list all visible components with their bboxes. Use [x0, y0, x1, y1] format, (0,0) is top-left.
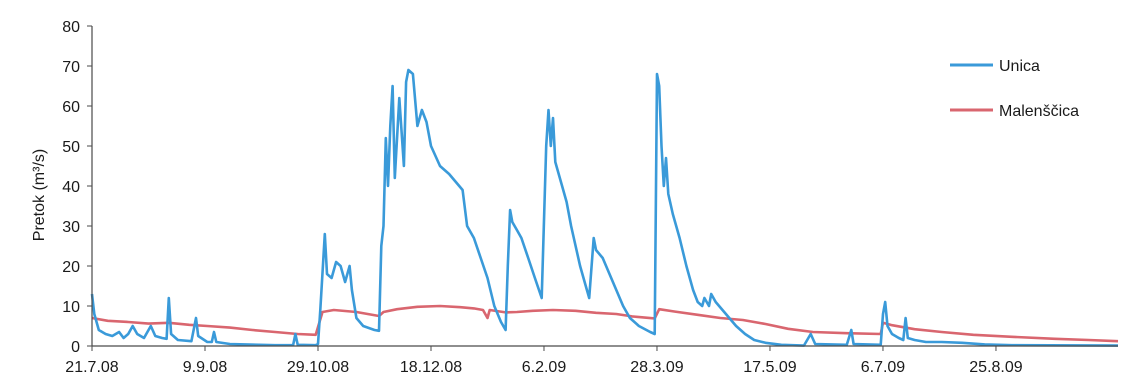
series-lines — [90, 68, 1119, 347]
legend-label-unica: Unica — [999, 58, 1040, 75]
legend-label-malenscica: Malenščica — [999, 103, 1079, 120]
y-tick-label: 40 — [62, 179, 80, 196]
y-tick-label: 60 — [62, 99, 80, 116]
x-axis: 21.7.08 9.9.08 29.10.08 18.12.08 6.2.09 28.3.… — [65, 346, 1023, 376]
x-tick-label: 6.2.09 — [522, 359, 567, 376]
y-tick-label: 80 — [62, 19, 80, 36]
y-tick-label: 10 — [62, 299, 80, 316]
y-axis: 0 10 20 30 40 50 60 70 80 — [62, 19, 92, 356]
y-tick-label: 70 — [62, 59, 80, 76]
x-tick-label: 28.3.09 — [630, 359, 683, 376]
x-tick-label: 21.7.08 — [65, 359, 118, 376]
x-tick-label: 29.10.08 — [287, 359, 349, 376]
legend: Unica Malenščica — [950, 58, 1079, 120]
y-tick-label: 50 — [62, 139, 80, 156]
series-line-malenscica — [91, 304, 1119, 343]
x-tick-label: 6.7.09 — [861, 359, 906, 376]
y-tick-label: 20 — [62, 259, 80, 276]
x-tick-label: 25.8.09 — [969, 359, 1022, 376]
y-tick-label: 0 — [71, 339, 80, 356]
y-tick-label: 30 — [62, 219, 80, 236]
x-tick-label: 9.9.08 — [183, 359, 228, 376]
series-line-unica — [90, 68, 1119, 347]
x-tick-label: 18.12.08 — [400, 359, 462, 376]
x-tick-label: 17.5.09 — [743, 359, 796, 376]
y-axis-title: Pretok (m³/s) — [31, 149, 48, 241]
